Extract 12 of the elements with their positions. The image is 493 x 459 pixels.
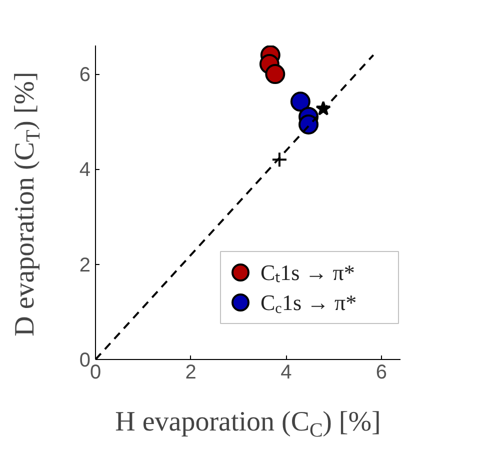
x-tick-label: 4 [280, 362, 292, 384]
x-tick-label: 2 [185, 362, 196, 384]
point [298, 114, 319, 134]
point [265, 64, 286, 84]
x-tick-label: 6 [376, 362, 387, 384]
y-tick-label: 4 [79, 159, 90, 182]
point [271, 152, 288, 168]
y-axis-title: D evaporation (CT) [%] [10, 72, 44, 336]
point [290, 92, 310, 112]
y-tick-label: 6 [79, 64, 90, 86]
y-tick-label: 2 [79, 254, 90, 276]
legend-label: Cₜ1s → π* [260, 260, 355, 285]
